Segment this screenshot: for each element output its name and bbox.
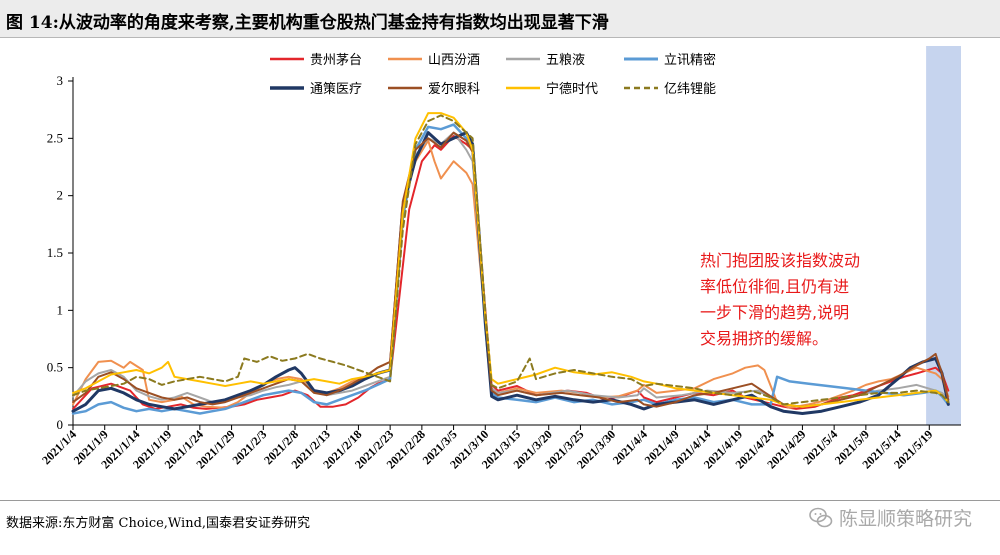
series-line-5 (71, 131, 950, 415)
series-line-2 (72, 139, 950, 409)
annotation-line: 交易拥挤的缓解。 (700, 329, 828, 348)
legend-label: 五粮液 (546, 53, 585, 68)
legend-label: 贵州茅台 (310, 53, 362, 68)
data-source-note: 数据来源:东方财富 Choice,Wind,国泰君安证券研究 (6, 516, 311, 531)
y-tick-label: 2.5 (47, 130, 63, 145)
legend-label: 通策医疗 (310, 81, 362, 97)
legend-label: 宁德时代 (546, 81, 598, 97)
y-tick-label: 3 (57, 73, 64, 88)
legend-label: 立讯精密 (664, 52, 716, 68)
y-tick-label: 1 (57, 302, 64, 317)
legend-label: 山西汾酒 (428, 53, 480, 68)
y-tick-label: 1.5 (47, 245, 63, 260)
watermark-text: 陈显顺策略研究 (838, 508, 972, 530)
y-tick-label: 2 (57, 188, 64, 203)
legend-label: 爱尔眼科 (428, 82, 480, 97)
series-line-4 (71, 123, 950, 415)
x-tick-label: 2021/2/3 (229, 427, 269, 467)
x-tick-label: 2021/4/4 (610, 427, 650, 467)
legend-label: 亿纬锂能 (664, 82, 716, 97)
series-line-8 (72, 114, 950, 406)
y-tick-label: 0 (57, 417, 64, 432)
x-tick-label: 2021/5/4 (800, 427, 840, 467)
footer-divider (0, 500, 1000, 501)
wechat-icon (809, 507, 833, 527)
x-tick-label: 2021/1/4 (39, 427, 79, 467)
figure-title: 图 14:从波动率的角度来考察,主要机构重仓股热门基金持有指数均出现显著下滑 (6, 13, 609, 33)
y-tick-label: 0.5 (47, 360, 63, 375)
series-layer (71, 112, 950, 415)
series-line-7 (72, 112, 950, 408)
annotation-line: 一步下滑的趋势,说明 (700, 303, 849, 322)
title-bar: 图 14:从波动率的角度来考察,主要机构重仓股热门基金持有指数均出现显著下滑 (0, 0, 1000, 38)
annotation-line: 率低位徘徊,且仍有进 (700, 277, 849, 296)
series-line-1 (72, 135, 950, 410)
volatility-line-chart: 00.511.522.532021/1/42021/1/92021/1/1420… (39, 46, 961, 472)
annotation-line: 热门抱团股该指数波动 (700, 251, 860, 270)
highlight-band (926, 46, 961, 425)
shade-layer (926, 46, 961, 425)
watermark: 陈显顺策略研究 (809, 504, 972, 531)
